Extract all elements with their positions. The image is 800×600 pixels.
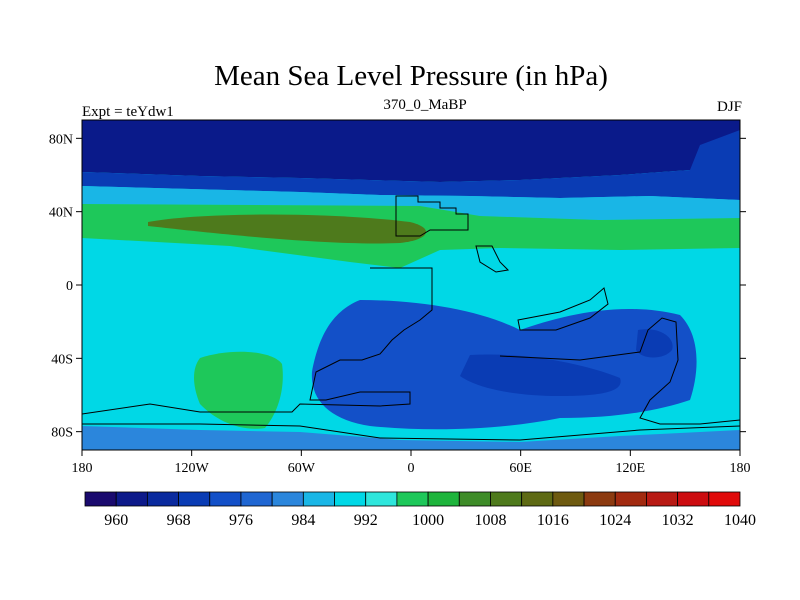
lat-tick-label: 40N (49, 206, 73, 221)
field-southern-low-core-east (636, 329, 673, 358)
lon-tick-label: 60W (288, 461, 316, 476)
colorbar-swatch (521, 491, 554, 507)
lon-tick-label: 120W (175, 461, 210, 476)
colorbar-swatch (614, 491, 647, 507)
lat-tick-label: 80N (49, 132, 73, 147)
field-subpolar-band (82, 130, 740, 200)
colorbar-swatch (146, 491, 179, 507)
colorbar-swatch (178, 491, 211, 507)
colorbar-swatch (396, 491, 429, 507)
colorbar-swatch (490, 491, 523, 507)
colorbar-label: 1024 (599, 512, 631, 529)
colorbar-swatch (334, 491, 367, 507)
colorbar-swatch (84, 491, 117, 507)
lat-tick-label: 80S (51, 426, 73, 441)
colorbar-swatch (302, 491, 335, 507)
colorbar: 960 968 976 984 992 1000 1008 1016 1024 1032 1040 (84, 491, 756, 529)
field-southern-ocean-band (82, 426, 740, 450)
longitude-ticks: 180 120W 60W 0 60E 120E 180 (72, 450, 751, 476)
continent-outlines (82, 195, 740, 441)
coastline-small (475, 245, 510, 273)
colorbar-label: 1032 (662, 512, 694, 529)
colorbar-label: 1008 (474, 512, 506, 529)
latitude-ticks: 80N 40N 0 40S 80S (49, 132, 746, 441)
colorbar-swatch (209, 491, 242, 507)
colorbar-swatch (115, 491, 148, 507)
lon-tick-label: 180 (730, 461, 751, 476)
colorbar-swatch (583, 491, 616, 507)
field-subtropical-high-core (148, 214, 427, 244)
colorbar-label: 968 (167, 512, 191, 529)
lon-tick-label: 60E (509, 461, 532, 476)
pressure-field (82, 120, 740, 450)
coastline-north (395, 195, 469, 237)
colorbar-swatch (365, 491, 398, 507)
colorbar-label: 1016 (537, 512, 569, 529)
field-polar-low-band (82, 120, 740, 182)
coastline-island (517, 287, 609, 331)
experiment-label: Expt = teYdw1 (82, 104, 174, 120)
coastline-east (499, 317, 740, 425)
colorbar-label: 976 (229, 512, 253, 529)
colorbar-swatch (458, 491, 491, 507)
colorbar-label: 992 (354, 512, 378, 529)
colorbar-swatch (677, 491, 710, 507)
period-label: 370_0_MaBP (383, 97, 467, 113)
field-southern-low-core (460, 354, 621, 396)
lon-tick-label: 180 (72, 461, 93, 476)
colorbar-swatch (552, 491, 585, 507)
colorbar-label: 1000 (412, 512, 444, 529)
coastline-bottom (82, 423, 740, 441)
colorbar-swatch (240, 491, 273, 507)
lon-tick-label: 120E (616, 461, 646, 476)
colorbar-label: 1040 (724, 512, 756, 529)
page-title: Mean Sea Level Pressure (in hPa) (214, 60, 608, 92)
colorbar-swatch (271, 491, 304, 507)
field-southern-high (194, 351, 283, 429)
colorbar-label: 984 (291, 512, 315, 529)
season-label: DJF (716, 99, 742, 115)
coastline-central (82, 267, 433, 415)
colorbar-label: 960 (104, 512, 128, 529)
lat-tick-label: 40S (51, 352, 73, 367)
lon-tick-label: 0 (408, 461, 415, 476)
colorbar-swatch (708, 491, 741, 507)
lat-tick-label: 0 (66, 279, 73, 294)
colorbar-swatch (646, 491, 679, 507)
field-transition-band (82, 186, 740, 220)
colorbar-swatch (427, 491, 460, 507)
